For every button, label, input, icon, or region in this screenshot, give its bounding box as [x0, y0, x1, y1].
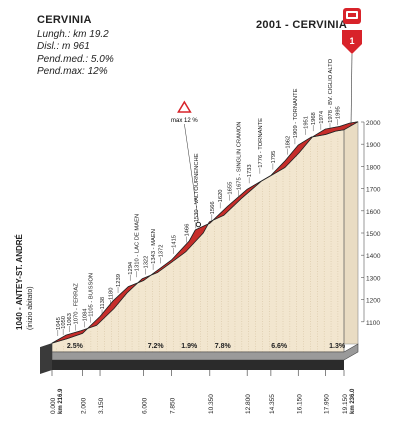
- finish-arrival-icon: [343, 8, 361, 24]
- distance-tick-label: 17.950: [324, 394, 331, 414]
- distance-tick-label: 2.000: [80, 397, 87, 414]
- distance-tick-label: 7.850: [170, 397, 177, 414]
- distance-tick-label: 16.150: [296, 394, 303, 414]
- waypoint-label: 1322: [143, 256, 149, 269]
- waypoint-label: 1138: [100, 297, 106, 309]
- waypoint-label: 1862: [285, 136, 291, 149]
- climb-length: Lungh.: km 19.2: [37, 28, 109, 40]
- altitude-tick-label: 1200: [366, 298, 381, 305]
- distance-tick-label: 0.000: [50, 397, 57, 414]
- max-grade-label: max 12 %: [171, 118, 198, 124]
- waypoint-label: 1415: [172, 235, 178, 248]
- climb-name: CERVINIA: [37, 14, 92, 26]
- start-location-sublabel: (inizio abitato): [27, 286, 34, 330]
- gradient-label: 6.6%: [271, 343, 288, 350]
- waypoint-label: 1310 - LAC DE MAEN: [134, 214, 140, 271]
- waypoint-label: 1372: [159, 245, 165, 258]
- altitude-tick-label: 1500: [366, 231, 381, 238]
- waypoint-label: 1733: [247, 164, 253, 177]
- climb-average-grade: Pend.med.: 5.0%: [37, 53, 114, 65]
- profile-layer: 1100 1200 1300 1400 1500 1600 1700 1800 1900 2000…: [15, 53, 381, 414]
- distance-tick-label: 14.355: [269, 394, 276, 414]
- climb-max-grade: Pend.max: 12%: [37, 66, 108, 77]
- waypoint-label: 1105 - BUISSON: [89, 273, 95, 317]
- finish-flag-number: 1: [349, 36, 354, 46]
- gradient-label: 1.3%: [329, 343, 346, 350]
- gradient-label: 2.5%: [67, 343, 84, 350]
- gradient-label: 1.9%: [181, 343, 198, 350]
- altitude-tick-label: 1900: [366, 142, 381, 149]
- altitude-tick-label: 1400: [366, 253, 381, 260]
- waypoint-label: 1045: [56, 317, 62, 330]
- distance-tick-label: 10.350: [208, 394, 215, 414]
- waypoint-label: 1620: [218, 189, 224, 202]
- start-location-label: 1040 - ANTEY-ST. ANDRÉ: [15, 233, 24, 330]
- altitude-tick-label: 2000: [366, 120, 381, 127]
- max-grade-triangle: [177, 100, 192, 113]
- waypoint-label: 1180: [108, 288, 114, 300]
- max-grade-warning-icon: max 12 %: [171, 100, 202, 228]
- waypoint-label: 1294: [128, 261, 134, 275]
- altitude-tick-label: 1100: [366, 320, 380, 327]
- waypoint-label: 1795: [271, 151, 277, 164]
- waypoint-label: 1084: [82, 308, 88, 322]
- waypoint-label: 1063: [67, 313, 73, 326]
- waypoint-label: 1070 - FERRAZ: [73, 283, 79, 325]
- waypoint-label: 1050: [61, 316, 67, 329]
- distance-tick-label: 3.150: [98, 397, 105, 414]
- waypoint-label: 1776 - TORNANTE: [258, 118, 264, 168]
- distance-tick-label: 19.150: [342, 394, 349, 414]
- altitude-tick-label: 1600: [366, 209, 381, 216]
- road-surface: [51, 121, 359, 344]
- distance-tick-label: 12.800: [245, 394, 252, 414]
- summit-title: 2001 - CERVINIA: [256, 19, 348, 31]
- waypoint-label: 1655: [227, 182, 233, 195]
- distance-sub-label: km 216.9: [58, 388, 64, 414]
- waypoint-label: 1968: [311, 112, 317, 125]
- waypoint-label: 1974: [319, 110, 325, 124]
- altitude-tick-label: 1700: [366, 187, 381, 194]
- waypoint-label: 1995: [336, 106, 342, 119]
- climb-elevation-gain: Disl.: m 961: [37, 41, 90, 52]
- finish-flag-icon: 1: [342, 30, 362, 54]
- waypoint-label: 1978 - BV. CIGLIO ALTO: [328, 58, 334, 123]
- summit-pointer: [350, 53, 353, 126]
- max-grade-pointer: [184, 123, 199, 221]
- waypoint-label: 1530 - VALTOURNENCHE: [194, 153, 200, 222]
- waypoint-label: 1675 - SINGLIN CRAMON: [237, 122, 243, 191]
- waypoint-label: 1951: [304, 116, 310, 129]
- waypoint-label: 1239: [116, 274, 122, 287]
- climb-info-panel: CERVINIA Lungh.: km 19.2 Disl.: m 961 Pe…: [37, 14, 114, 79]
- distance-ruler-bar: [52, 360, 344, 370]
- distance-sub-label: km 236.0: [350, 388, 356, 414]
- waypoint-label: 1909 - TORNANTE: [293, 88, 299, 138]
- distance-tick-label: 6.000: [141, 397, 148, 414]
- profile-start-wall: [40, 343, 52, 374]
- max-grade-point: [195, 221, 202, 228]
- gradient-label: 7.8%: [215, 343, 232, 350]
- waypoint-label: 1566: [210, 201, 216, 214]
- waypoint-label: 1343 - MAEN: [151, 229, 157, 264]
- altitude-tick-label: 1300: [366, 275, 381, 282]
- gradient-label: 7.2%: [148, 343, 165, 350]
- altitude-tick-label: 1800: [366, 164, 381, 171]
- waypoint-label: 1466: [185, 224, 191, 237]
